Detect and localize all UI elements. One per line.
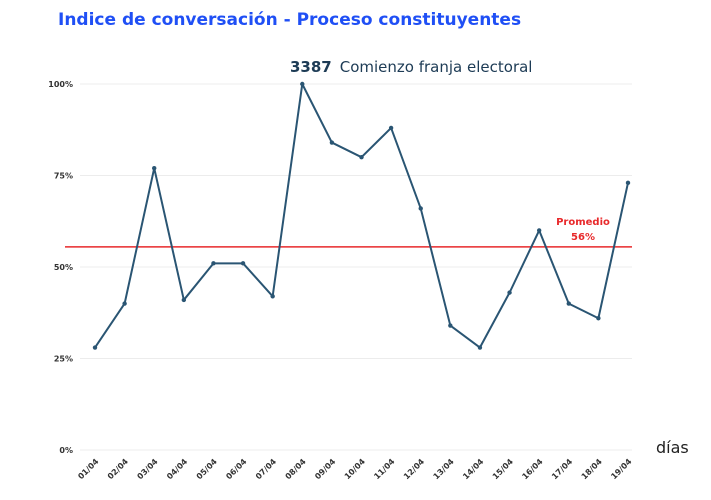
data-point bbox=[211, 261, 216, 266]
data-point bbox=[536, 228, 542, 233]
data-point bbox=[448, 323, 453, 328]
average-label: Promedio bbox=[556, 217, 610, 228]
x-tick-label: 05/04 bbox=[195, 457, 219, 481]
x-tick-label: 13/04 bbox=[432, 457, 456, 481]
series-line bbox=[94, 83, 629, 349]
data-point bbox=[625, 180, 631, 186]
data-point bbox=[122, 301, 127, 306]
data-point bbox=[92, 345, 98, 350]
annotation-text: Comienzo franja electoral bbox=[339, 58, 533, 76]
y-tick-label: 25% bbox=[54, 355, 73, 364]
y-tick-label: 75% bbox=[54, 172, 73, 181]
data-point bbox=[418, 206, 423, 211]
x-tick-label: 14/04 bbox=[461, 457, 485, 481]
y-tick-label: 100% bbox=[48, 80, 73, 89]
data-point bbox=[596, 316, 601, 321]
y-tick-label: 50% bbox=[54, 263, 73, 272]
y-tick-label: 0% bbox=[59, 446, 73, 455]
x-tick-label: 17/04 bbox=[550, 457, 574, 481]
data-point bbox=[152, 165, 157, 171]
data-point bbox=[566, 301, 571, 306]
data-point bbox=[300, 81, 305, 87]
peak-annotation: 3387 Comienzo franja electoral bbox=[290, 58, 532, 76]
data-point bbox=[477, 345, 483, 350]
x-tick-label: 16/04 bbox=[520, 457, 544, 481]
x-tick-label: 11/04 bbox=[372, 457, 396, 481]
x-tick-label: 01/04 bbox=[76, 457, 100, 481]
average-value: 56% bbox=[571, 232, 595, 243]
annotation-number: 3387 bbox=[290, 58, 332, 76]
data-point bbox=[507, 290, 512, 295]
x-tick-label: 10/04 bbox=[343, 457, 367, 481]
x-tick-label: 15/04 bbox=[491, 457, 515, 481]
x-tick-label: 03/04 bbox=[135, 457, 159, 481]
data-point bbox=[181, 297, 187, 303]
data-point bbox=[388, 125, 394, 131]
data-point bbox=[240, 261, 246, 266]
x-tick-label: 18/04 bbox=[580, 457, 604, 481]
data-point bbox=[359, 155, 364, 160]
x-tick-label: 19/04 bbox=[609, 457, 633, 481]
data-point bbox=[270, 294, 275, 299]
chart-title: Indice de conversación - Proceso constit… bbox=[58, 10, 522, 30]
x-tick-label: 02/04 bbox=[106, 457, 130, 481]
x-tick-label: 07/04 bbox=[254, 457, 278, 481]
x-tick-label: 08/04 bbox=[284, 457, 308, 481]
x-tick-label: 12/04 bbox=[402, 457, 426, 481]
x-axis-label: días bbox=[656, 438, 689, 457]
x-tick-label: 06/04 bbox=[224, 457, 248, 481]
x-tick-label: 04/04 bbox=[165, 457, 189, 481]
data-point bbox=[329, 140, 335, 145]
x-tick-label: 09/04 bbox=[313, 457, 337, 481]
